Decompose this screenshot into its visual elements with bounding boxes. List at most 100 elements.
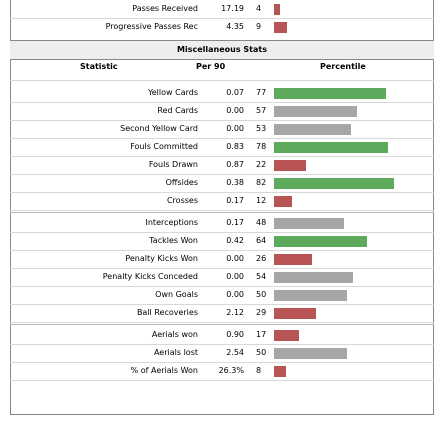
stat-label: Fouls Drawn xyxy=(148,160,198,169)
percentile-bar xyxy=(274,218,344,229)
percentile-bar xyxy=(274,178,394,189)
per90-value: 2.54 xyxy=(226,348,244,357)
percentile-bar xyxy=(274,196,292,207)
stat-label: Second Yellow Card xyxy=(120,124,198,133)
percentile-bar xyxy=(274,348,347,359)
percentile-bar xyxy=(274,290,347,301)
row-divider xyxy=(10,362,434,363)
percentile-bar xyxy=(274,142,388,153)
per90-value: 0.38 xyxy=(226,178,244,187)
percentile-bar xyxy=(274,124,351,135)
percentile-value: 48 xyxy=(256,218,267,227)
row-divider xyxy=(10,322,434,323)
row-divider xyxy=(10,232,434,233)
row-divider xyxy=(10,18,434,19)
stat-label: Passes Received xyxy=(132,4,198,13)
percentile-value: 12 xyxy=(256,196,267,205)
table-row: Red Cards 0.00 57 xyxy=(10,102,434,120)
percentile-bar xyxy=(274,308,316,319)
table-row: Aerials won 0.90 17 xyxy=(10,326,434,344)
table-row: Interceptions 0.17 48 xyxy=(10,214,434,232)
table-row: Yellow Cards 0.07 77 xyxy=(10,84,434,102)
stat-label: Aerials lost xyxy=(153,348,198,357)
stat-label: Tackles Won xyxy=(149,236,198,245)
percentile-value: 4 xyxy=(256,4,262,13)
percentile-value: 78 xyxy=(256,142,267,151)
table-row: Progressive Passes Rec 4.35 9 xyxy=(10,18,434,36)
per90-value: 0.87 xyxy=(226,160,244,169)
table-row: Passes Received 17.19 4 xyxy=(10,0,434,18)
per90-value: 26.3% xyxy=(218,366,244,375)
percentile-value: 54 xyxy=(256,272,267,281)
percentile-value: 77 xyxy=(256,88,267,97)
stat-label: Interceptions xyxy=(145,218,199,227)
row-divider xyxy=(10,210,434,211)
table-row: Crosses 0.17 12 xyxy=(10,192,434,210)
row-divider xyxy=(10,268,434,269)
table-row: Penalty Kicks Won 0.00 26 xyxy=(10,250,434,268)
percentile-bar xyxy=(274,4,280,15)
percentile-bar xyxy=(274,160,306,171)
row-divider xyxy=(10,380,434,381)
table-row: Fouls Committed 0.83 78 xyxy=(10,138,434,156)
percentile-bar xyxy=(274,106,357,117)
column-header-per90: Per 90 xyxy=(196,62,226,71)
percentile-value: 22 xyxy=(256,160,267,169)
stat-label: Own Goals xyxy=(155,290,198,299)
table-row: % of Aerials Won 26.3% 8 xyxy=(10,362,434,380)
percentile-bar xyxy=(274,236,367,247)
table-row: Ball Recoveries 2.12 29 xyxy=(10,304,434,322)
percentile-bar xyxy=(274,88,386,99)
stat-label: Ball Recoveries xyxy=(136,308,198,317)
percentile-value: 53 xyxy=(256,124,267,133)
table-row: Aerials lost 2.54 50 xyxy=(10,344,434,362)
per90-value: 0.90 xyxy=(226,330,244,339)
stat-label: Penalty Kicks Won xyxy=(125,254,198,263)
row-divider xyxy=(10,192,434,193)
row-divider xyxy=(10,344,434,345)
per90-value: 0.00 xyxy=(226,272,244,281)
percentile-value: 8 xyxy=(256,366,262,375)
column-header-percentile: Percentile xyxy=(320,62,366,71)
section-title: Miscellaneous Stats xyxy=(177,45,267,54)
percentile-bar xyxy=(274,254,312,265)
per90-value: 0.17 xyxy=(226,196,244,205)
per90-value: 0.00 xyxy=(226,106,244,115)
stat-label: % of Aerials Won xyxy=(130,366,198,375)
row-divider xyxy=(10,120,434,121)
percentile-value: 17 xyxy=(256,330,267,339)
per90-value: 0.07 xyxy=(226,88,244,97)
table-row: Penalty Kicks Conceded 0.00 54 xyxy=(10,268,434,286)
row-divider xyxy=(10,156,434,157)
per90-value: 0.42 xyxy=(226,236,244,245)
row-divider xyxy=(10,138,434,139)
percentile-value: 50 xyxy=(256,290,267,299)
per90-value: 0.83 xyxy=(226,142,244,151)
stat-label: Yellow Cards xyxy=(147,88,198,97)
row-divider xyxy=(10,80,434,81)
stat-label: Penalty Kicks Conceded xyxy=(102,272,198,281)
row-divider xyxy=(10,174,434,175)
percentile-value: 26 xyxy=(256,254,267,263)
percentile-bar xyxy=(274,366,286,377)
stat-label: Red Cards xyxy=(157,106,198,115)
stat-label: Offsides xyxy=(165,178,198,187)
percentile-bar xyxy=(274,22,287,33)
percentile-value: 50 xyxy=(256,348,267,357)
per90-value: 0.00 xyxy=(226,254,244,263)
table-row: Second Yellow Card 0.00 53 xyxy=(10,120,434,138)
table-row: Offsides 0.38 82 xyxy=(10,174,434,192)
per90-value: 0.00 xyxy=(226,124,244,133)
stat-label: Progressive Passes Rec xyxy=(105,22,198,31)
per90-value: 0.00 xyxy=(226,290,244,299)
per90-value: 2.12 xyxy=(226,308,244,317)
table-row: Fouls Drawn 0.87 22 xyxy=(10,156,434,174)
table-row: Own Goals 0.00 50 xyxy=(10,286,434,304)
row-divider xyxy=(10,324,434,325)
row-divider xyxy=(10,286,434,287)
percentile-value: 82 xyxy=(256,178,267,187)
row-divider xyxy=(10,102,434,103)
column-header-statistic: Statistic xyxy=(80,62,118,71)
row-divider xyxy=(10,212,434,213)
